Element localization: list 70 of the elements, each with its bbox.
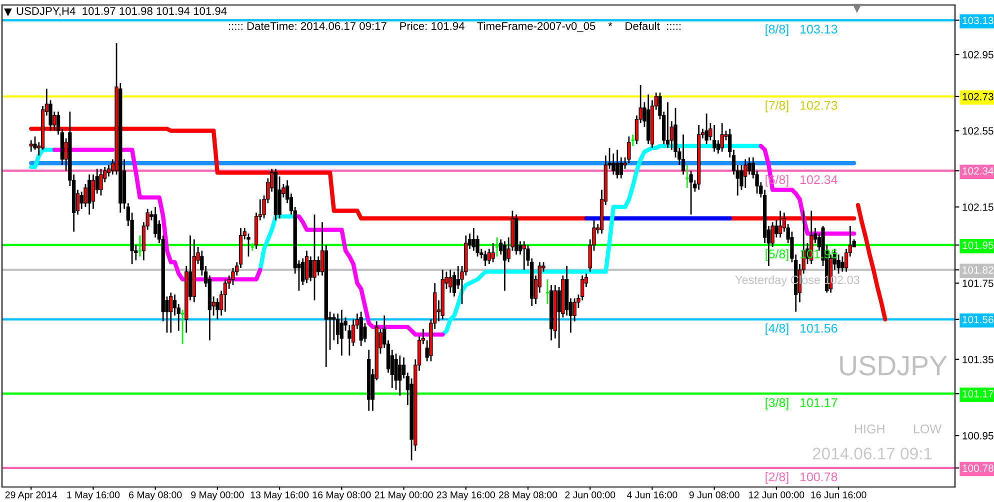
candlestick bbox=[619, 156, 623, 180]
y-tick-label: 102.73 bbox=[962, 92, 994, 100]
x-tick-label: 6 May 08:00 bbox=[129, 491, 182, 500]
y-tick-label: 101.56 bbox=[962, 316, 994, 324]
ref-line-label: [7/8] 102.73 bbox=[766, 100, 838, 112]
candlestick bbox=[308, 256, 312, 282]
x-tick-label: 12 Jun 00:00 bbox=[749, 491, 804, 498]
y-tick-label: 101.82 bbox=[962, 266, 994, 274]
candlestick bbox=[169, 292, 173, 334]
x-tick-label: 4 Jun 16:00 bbox=[627, 491, 678, 498]
x-tick-label: 23 May 16:00 bbox=[436, 491, 495, 500]
candlestick bbox=[88, 174, 92, 216]
candlestick bbox=[491, 242, 495, 263]
candlestick bbox=[304, 250, 309, 284]
candlestick bbox=[681, 134, 686, 176]
y-tick-label: 101.75 bbox=[962, 280, 994, 288]
ref-line-label: [8/8] 103.13 bbox=[766, 24, 838, 36]
candlestick bbox=[744, 158, 748, 189]
candlestick bbox=[666, 101, 670, 149]
y-tick-label: 102.34 bbox=[962, 167, 994, 175]
candlestick bbox=[332, 312, 336, 341]
candlestick bbox=[483, 250, 488, 267]
candlestick bbox=[522, 240, 526, 271]
candlestick bbox=[340, 309, 344, 356]
x-tick-label: 2 Jun 00:00 bbox=[565, 491, 616, 498]
candlestick bbox=[572, 298, 576, 322]
candlestick bbox=[80, 191, 84, 210]
candlestick bbox=[223, 278, 228, 312]
candlestick bbox=[712, 124, 716, 152]
y-tick-label: 102.55 bbox=[962, 127, 994, 135]
candlestick bbox=[84, 183, 88, 208]
y-tick-label: 102.15 bbox=[962, 203, 994, 211]
candlestick bbox=[840, 256, 844, 272]
candlestick bbox=[720, 122, 724, 152]
annotation: USDJPY bbox=[840, 356, 947, 376]
ref-line-label: [2/8] 100.78 bbox=[766, 472, 838, 484]
x-tick-label: 28 May 08:00 bbox=[499, 491, 558, 500]
candlestick bbox=[312, 214, 316, 301]
candlestick bbox=[29, 140, 33, 152]
x-tick-label: 29 Apr 2014 bbox=[5, 491, 58, 500]
y-tick-label: 102.95 bbox=[962, 51, 994, 58]
x-tick-label: 21 May 00:00 bbox=[374, 491, 433, 500]
x-tick-label: 13 May 16:00 bbox=[250, 491, 309, 500]
chart-title: USDJPY,H4 101.97 101.98 101.94 101.94 bbox=[16, 7, 227, 16]
candlestick bbox=[472, 227, 476, 252]
y-tick-label: 101.95 bbox=[962, 242, 994, 249]
x-tick-label: 16 Jun 16:00 bbox=[811, 491, 866, 498]
candlestick bbox=[448, 269, 452, 294]
annotation: LOW bbox=[914, 424, 942, 434]
annotation: ::::: DateTime: 2014.06.17 09:17 Price: 101.94 TimeFrame-2007-v0_05 * Default ::::: bbox=[229, 22, 681, 32]
candlestick bbox=[689, 170, 693, 216]
x-tick-label: 9 Jun 08:00 bbox=[689, 491, 740, 498]
x-tick-label: 16 May 08:00 bbox=[312, 491, 371, 500]
y-tick-label: 100.78 bbox=[962, 464, 994, 472]
ref-line-label: [4/8] 101.56 bbox=[766, 324, 838, 336]
y-tick-label: 103.13 bbox=[962, 16, 994, 24]
candlestick bbox=[398, 354, 402, 396]
x-tick-label: 1 May 16:00 bbox=[67, 491, 120, 500]
candlestick bbox=[359, 311, 363, 347]
y-tick-label: 101.35 bbox=[962, 356, 994, 364]
candlestick bbox=[99, 168, 103, 196]
x-tick-label: 9 May 00:00 bbox=[191, 491, 244, 500]
candlestick bbox=[615, 149, 620, 180]
candlestick bbox=[502, 240, 507, 292]
y-tick-label: 100.95 bbox=[962, 432, 994, 440]
candlestick bbox=[704, 112, 708, 145]
candlestick bbox=[216, 298, 220, 320]
ref-line-label: [3/8] 101.17 bbox=[766, 398, 838, 410]
y-tick-label: 101.17 bbox=[962, 390, 994, 398]
annotation: HIGH bbox=[855, 424, 884, 434]
